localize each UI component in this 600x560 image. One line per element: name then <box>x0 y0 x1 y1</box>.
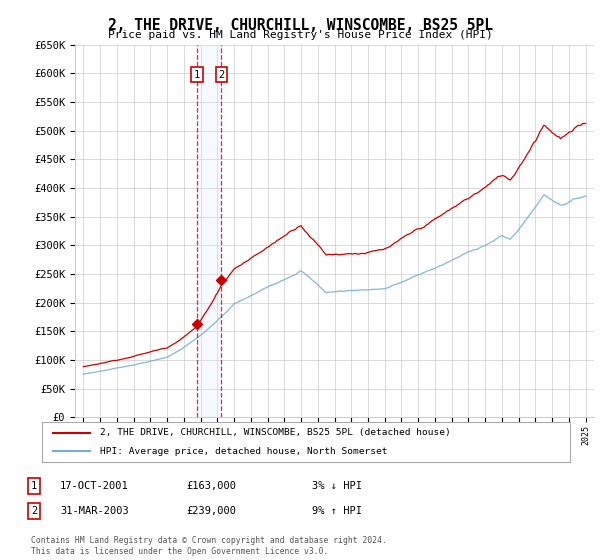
Text: 1: 1 <box>31 481 37 491</box>
Text: £239,000: £239,000 <box>186 506 236 516</box>
Text: 9% ↑ HPI: 9% ↑ HPI <box>312 506 362 516</box>
Text: Contains HM Land Registry data © Crown copyright and database right 2024.
This d: Contains HM Land Registry data © Crown c… <box>31 536 387 556</box>
Text: 2: 2 <box>31 506 37 516</box>
Text: Price paid vs. HM Land Registry's House Price Index (HPI): Price paid vs. HM Land Registry's House … <box>107 30 493 40</box>
Text: 1: 1 <box>194 69 200 80</box>
Text: 17-OCT-2001: 17-OCT-2001 <box>60 481 129 491</box>
Text: 2, THE DRIVE, CHURCHILL, WINSCOMBE, BS25 5PL (detached house): 2, THE DRIVE, CHURCHILL, WINSCOMBE, BS25… <box>100 428 451 437</box>
Text: £163,000: £163,000 <box>186 481 236 491</box>
Text: 3% ↓ HPI: 3% ↓ HPI <box>312 481 362 491</box>
Bar <box>197 45 221 417</box>
Text: 2: 2 <box>218 69 224 80</box>
Text: 31-MAR-2003: 31-MAR-2003 <box>60 506 129 516</box>
Text: 2, THE DRIVE, CHURCHILL, WINSCOMBE, BS25 5PL: 2, THE DRIVE, CHURCHILL, WINSCOMBE, BS25… <box>107 18 493 33</box>
Text: HPI: Average price, detached house, North Somerset: HPI: Average price, detached house, Nort… <box>100 447 388 456</box>
